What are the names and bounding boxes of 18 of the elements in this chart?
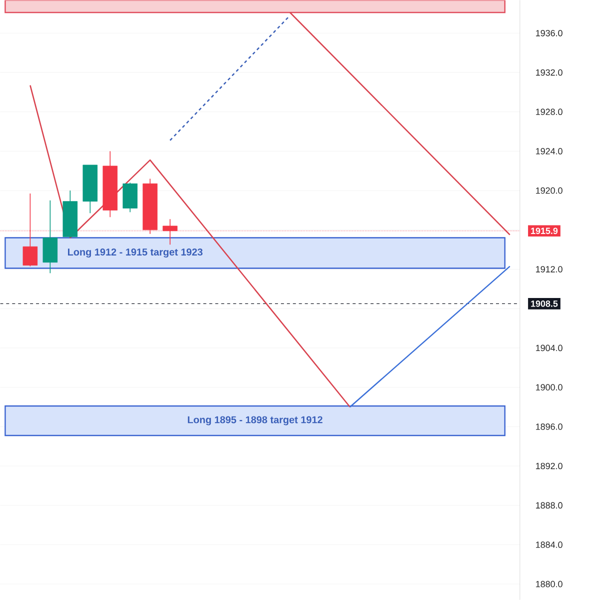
- y-tick-label: 1928.0: [536, 108, 563, 116]
- ref-line-label: 1915.9: [531, 228, 558, 234]
- y-tick-label: 1912.0: [536, 266, 563, 272]
- y-tick-label: 1888.0: [536, 502, 563, 509]
- y-tick-label: 1920.0: [536, 187, 563, 194]
- y-tick-label: 1900.0: [536, 384, 563, 390]
- y-tick-label: 1932.0: [536, 69, 563, 76]
- y-tick-label: 1880.0: [536, 580, 563, 588]
- y-tick-label: 1924.0: [536, 148, 563, 154]
- band-label: Long 1895 - 1898 target 1912: [188, 416, 322, 426]
- y-tick-label: 1896.0: [536, 423, 563, 430]
- y-tick-label: 1892.0: [536, 462, 563, 470]
- band-label: Long 1912 - 1915 target 1923: [68, 248, 203, 258]
- y-tick-label: 1936.0: [536, 30, 563, 36]
- line-series: [30, 84, 351, 408]
- ref-line-label: 1908.5: [531, 300, 558, 307]
- y-tick-label: 1904.0: [536, 344, 563, 352]
- y-tick-label: 1884.0: [536, 542, 563, 548]
